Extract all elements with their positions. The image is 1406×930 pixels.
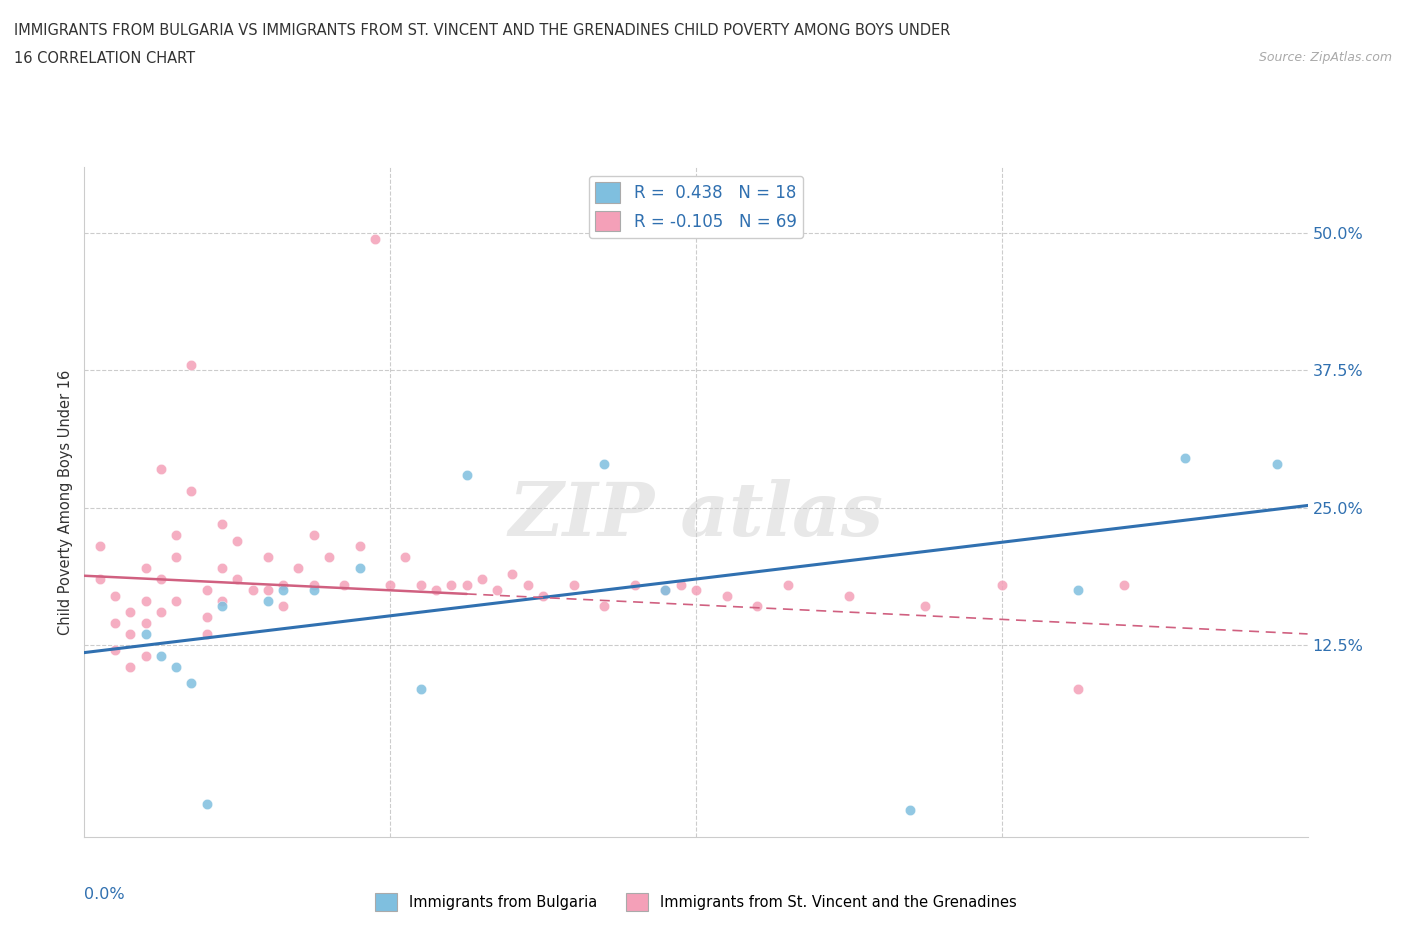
Point — [180, 676, 202, 691]
Point — [1067, 682, 1090, 697]
Point — [364, 232, 387, 246]
Point — [120, 627, 142, 642]
Point — [654, 582, 676, 597]
Point — [1114, 578, 1136, 592]
Point — [257, 593, 280, 608]
Point — [562, 578, 585, 592]
Point — [271, 599, 294, 614]
Point — [149, 604, 172, 619]
Point — [211, 599, 233, 614]
Point — [349, 561, 371, 576]
Point — [380, 578, 402, 592]
Point — [669, 578, 692, 592]
Point — [211, 517, 233, 532]
Point — [104, 643, 127, 658]
Point — [471, 572, 494, 587]
Point — [149, 648, 172, 663]
Point — [502, 566, 524, 581]
Point — [318, 550, 340, 565]
Point — [776, 578, 799, 592]
Point — [302, 582, 325, 597]
Point — [135, 593, 157, 608]
Point — [287, 561, 309, 576]
Point — [654, 582, 676, 597]
Point — [165, 527, 187, 542]
Text: ZIP atlas: ZIP atlas — [509, 479, 883, 551]
Point — [104, 616, 127, 631]
Point — [333, 578, 356, 592]
Point — [89, 572, 111, 587]
Point — [195, 797, 218, 812]
Point — [409, 578, 432, 592]
Point — [624, 578, 647, 592]
Point — [593, 457, 616, 472]
Point — [226, 533, 249, 548]
Point — [165, 550, 187, 565]
Point — [486, 582, 509, 597]
Point — [349, 538, 371, 553]
Point — [914, 599, 936, 614]
Point — [180, 357, 202, 372]
Text: 0.0%: 0.0% — [84, 887, 125, 902]
Point — [165, 593, 187, 608]
Point — [271, 578, 294, 592]
Point — [195, 627, 218, 642]
Point — [135, 616, 157, 631]
Legend: Immigrants from Bulgaria, Immigrants from St. Vincent and the Grenadines: Immigrants from Bulgaria, Immigrants fro… — [370, 887, 1022, 917]
Point — [195, 582, 218, 597]
Point — [195, 610, 218, 625]
Point — [135, 648, 157, 663]
Point — [257, 582, 280, 597]
Point — [135, 627, 157, 642]
Point — [747, 599, 769, 614]
Text: IMMIGRANTS FROM BULGARIA VS IMMIGRANTS FROM ST. VINCENT AND THE GRENADINES CHILD: IMMIGRANTS FROM BULGARIA VS IMMIGRANTS F… — [14, 23, 950, 38]
Point — [211, 561, 233, 576]
Point — [226, 572, 249, 587]
Point — [593, 599, 616, 614]
Point — [1067, 582, 1090, 597]
Point — [716, 588, 738, 603]
Point — [531, 588, 554, 603]
Point — [456, 467, 478, 482]
Point — [440, 578, 463, 592]
Point — [991, 578, 1014, 592]
Point — [302, 578, 325, 592]
Point — [1174, 451, 1197, 466]
Point — [456, 578, 478, 592]
Point — [271, 582, 294, 597]
Point — [409, 682, 432, 697]
Point — [165, 659, 187, 674]
Text: 16 CORRELATION CHART: 16 CORRELATION CHART — [14, 51, 195, 66]
Point — [838, 588, 860, 603]
Point — [149, 462, 172, 477]
Point — [120, 604, 142, 619]
Point — [135, 561, 157, 576]
Point — [394, 550, 416, 565]
Point — [242, 582, 264, 597]
Point — [302, 527, 325, 542]
Point — [425, 582, 447, 597]
Point — [685, 582, 707, 597]
Point — [257, 550, 280, 565]
Y-axis label: Child Poverty Among Boys Under 16: Child Poverty Among Boys Under 16 — [58, 369, 73, 635]
Point — [120, 659, 142, 674]
Text: Source: ZipAtlas.com: Source: ZipAtlas.com — [1258, 51, 1392, 64]
Point — [104, 588, 127, 603]
Point — [89, 538, 111, 553]
Point — [180, 484, 202, 498]
Point — [149, 572, 172, 587]
Point — [516, 578, 538, 592]
Point — [1265, 457, 1288, 472]
Point — [898, 802, 921, 817]
Point — [211, 593, 233, 608]
